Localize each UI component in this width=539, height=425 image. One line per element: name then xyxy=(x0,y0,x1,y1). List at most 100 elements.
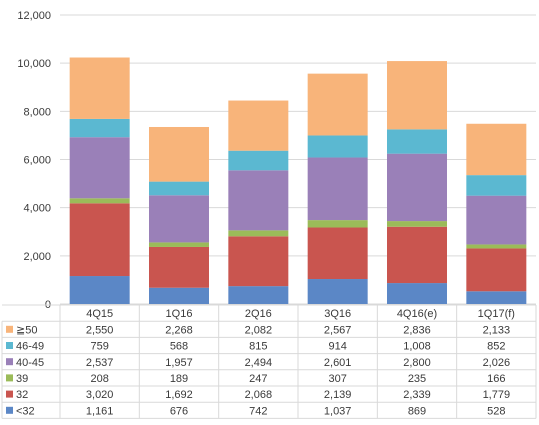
series-label: 39 xyxy=(16,373,28,385)
table-value: 1,692 xyxy=(165,389,193,401)
bar-segment xyxy=(69,198,130,204)
bar-segment xyxy=(387,129,447,154)
y-tick-label: 8,000 xyxy=(23,106,51,118)
table-value: 189 xyxy=(170,373,188,385)
table-value: 815 xyxy=(249,341,267,353)
table-value: 2,567 xyxy=(324,324,352,336)
table-value: 742 xyxy=(249,405,267,417)
bar-segment xyxy=(69,118,130,138)
y-tick-label: 10,000 xyxy=(17,58,51,70)
bar-segment xyxy=(466,123,527,176)
table-value: 2,133 xyxy=(483,324,511,336)
bar-segment xyxy=(228,100,289,151)
table-value: 869 xyxy=(408,405,426,417)
legend-swatch xyxy=(6,406,13,414)
bar-segment xyxy=(387,61,447,130)
table-value: 307 xyxy=(328,373,346,385)
category-label: 4Q16(e) xyxy=(397,308,437,320)
table-value: 2,800 xyxy=(403,357,431,369)
table-value: 759 xyxy=(90,341,108,353)
category-label: 2Q16 xyxy=(245,308,272,320)
bar-segment xyxy=(228,150,289,171)
bar-segment xyxy=(228,170,289,231)
category-label: 1Q16 xyxy=(166,308,193,320)
bar-segment xyxy=(307,73,368,136)
bar-segment xyxy=(466,248,527,292)
table-value: 2,082 xyxy=(245,324,273,336)
bar-segment xyxy=(149,126,209,182)
bar-segment xyxy=(69,137,130,199)
series-label: 46-49 xyxy=(16,341,44,353)
series-label: <32 xyxy=(16,405,35,417)
bar-segment xyxy=(149,181,209,196)
table-value: 676 xyxy=(170,405,188,417)
series-label: 40-45 xyxy=(16,357,44,369)
bar-segment xyxy=(466,244,527,249)
table-value: 2,550 xyxy=(86,324,114,336)
bar-segment xyxy=(387,226,447,284)
bars xyxy=(69,57,527,304)
data-table: 4Q15 1Q16 2Q16 3Q16 4Q16(e) 1Q17(f) ≧50 2,550 2,… xyxy=(1,304,537,419)
bar-segment xyxy=(228,236,289,287)
table-value: 247 xyxy=(249,373,267,385)
legend-swatch xyxy=(6,374,13,382)
legend-swatch xyxy=(6,390,13,398)
y-tick-label: 6,000 xyxy=(23,155,51,167)
bar-segment xyxy=(69,276,130,304)
table-value: 852 xyxy=(487,341,505,353)
legend-swatch xyxy=(6,342,13,349)
y-tick-label: 12,000 xyxy=(17,10,51,22)
table-value: 1,008 xyxy=(403,341,431,353)
bar-segment xyxy=(307,135,368,158)
table-value: 166 xyxy=(487,373,505,385)
bar-segment xyxy=(149,246,209,288)
y-tick-label: 4,000 xyxy=(23,203,51,215)
table-value: 1,037 xyxy=(324,405,352,417)
table-value: 2,601 xyxy=(324,357,352,369)
bar-segment xyxy=(307,227,368,280)
category-label: 3Q16 xyxy=(324,308,351,320)
table-value: 2,139 xyxy=(324,389,352,401)
series-label: 32 xyxy=(16,389,28,401)
bar-segment xyxy=(466,291,527,304)
bar-segment xyxy=(387,221,447,227)
category-label: 4Q15 xyxy=(86,308,113,320)
table-value: 528 xyxy=(487,405,505,417)
table-value: 2,836 xyxy=(403,324,431,336)
bar-segment xyxy=(307,279,368,304)
table-value: 2,268 xyxy=(165,324,193,336)
bar-segment xyxy=(149,287,209,304)
bar-segment xyxy=(228,230,289,237)
table-value: 568 xyxy=(170,341,188,353)
table-value: 2,494 xyxy=(245,357,273,369)
table-value: 2,026 xyxy=(483,357,511,369)
bar-segment xyxy=(387,283,447,304)
table-value: 914 xyxy=(328,341,346,353)
table-value: 208 xyxy=(90,373,108,385)
bar-segment xyxy=(387,153,447,222)
bar-segment xyxy=(149,195,209,243)
series-label: ≧50 xyxy=(16,324,37,336)
category-label: 1Q17(f) xyxy=(478,308,515,320)
table-value: 3,020 xyxy=(86,389,114,401)
y-tick-label: 2,000 xyxy=(23,251,51,263)
table-value: 1,957 xyxy=(165,357,193,369)
legend-swatch xyxy=(6,358,13,366)
bar-segment xyxy=(228,286,289,304)
bar-segment xyxy=(149,242,209,247)
gridlines xyxy=(60,14,536,305)
table-value: 2,537 xyxy=(86,357,114,369)
bar-segment xyxy=(466,175,527,196)
legend-swatch xyxy=(6,325,13,333)
table-value: 2,339 xyxy=(403,389,431,401)
bar-segment xyxy=(307,157,368,221)
bar-segment xyxy=(69,203,130,277)
bar-segment xyxy=(466,195,527,245)
table-value: 235 xyxy=(408,373,426,385)
bar-segment xyxy=(307,220,368,228)
table-value: 1,161 xyxy=(86,405,114,417)
bar-segment xyxy=(69,57,130,119)
table-value: 2,068 xyxy=(245,389,273,401)
